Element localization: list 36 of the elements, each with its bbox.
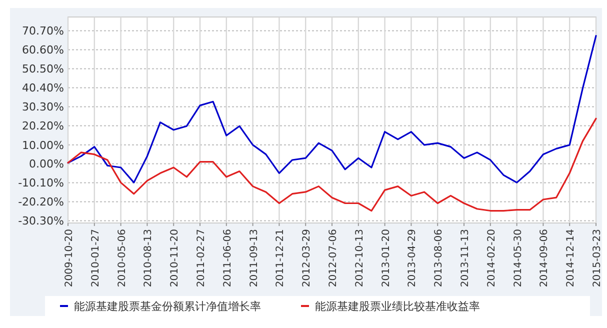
x-tick-label: 2010-01-27 bbox=[90, 229, 102, 288]
y-tick-label: -20.20% bbox=[18, 196, 64, 209]
line-series bbox=[67, 118, 597, 212]
line-series bbox=[67, 35, 597, 184]
x-tick-label: 2014-09-06 bbox=[539, 229, 550, 288]
legend-label: 能源基建股票基金份额累计净值增长率 bbox=[74, 300, 261, 313]
y-tick-label: 70.70% bbox=[22, 24, 64, 38]
x-tick-label: 2013-01-20 bbox=[380, 229, 392, 288]
y-tick-label: 50.50% bbox=[22, 62, 64, 76]
y-tick-label: 0.00% bbox=[29, 158, 64, 171]
x-tick-label: 2011-09-13 bbox=[248, 229, 260, 288]
y-tick-label: 20.20% bbox=[22, 120, 64, 133]
x-tick-label: 2012-07-06 bbox=[328, 229, 339, 288]
x-tick-label: 2010-05-06 bbox=[116, 229, 128, 288]
x-tick-label: 2015-03-23 bbox=[592, 229, 603, 288]
x-tick-label: 2011-02-27 bbox=[196, 229, 207, 288]
x-tick-label: 2014-12-14 bbox=[566, 229, 577, 288]
y-tick-label: -10.10% bbox=[18, 176, 64, 190]
x-tick-label: 2013-04-29 bbox=[407, 229, 418, 288]
x-tick-label: 2011-06-06 bbox=[222, 229, 234, 288]
x-tick-label: 2009-10-20 bbox=[64, 229, 75, 288]
x-tick-label: 2013-08-06 bbox=[434, 229, 445, 288]
y-tick-label: 30.30% bbox=[22, 100, 64, 114]
x-tick-label: 2012-03-29 bbox=[302, 229, 313, 288]
x-tick-label: 2010-08-13 bbox=[143, 229, 154, 288]
y-tick-label: 40.40% bbox=[22, 82, 64, 95]
y-tick-label: 60.60% bbox=[22, 44, 64, 57]
x-tick-label: 2013-11-13 bbox=[460, 229, 471, 288]
x-tick-label: 2010-11-20 bbox=[170, 229, 181, 288]
y-tick-label: 10.00% bbox=[22, 138, 64, 152]
x-tick-label: 2011-12-21 bbox=[275, 229, 286, 288]
x-tick-label: 2014-05-30 bbox=[512, 229, 524, 288]
x-tick-label: 2012-10-13 bbox=[354, 229, 366, 288]
legend-label: 能源基建股票业绩比较基准收益率 bbox=[315, 300, 480, 313]
y-tick-label: -30.30% bbox=[18, 214, 64, 228]
x-tick-label: 2014-02-20 bbox=[486, 229, 498, 288]
